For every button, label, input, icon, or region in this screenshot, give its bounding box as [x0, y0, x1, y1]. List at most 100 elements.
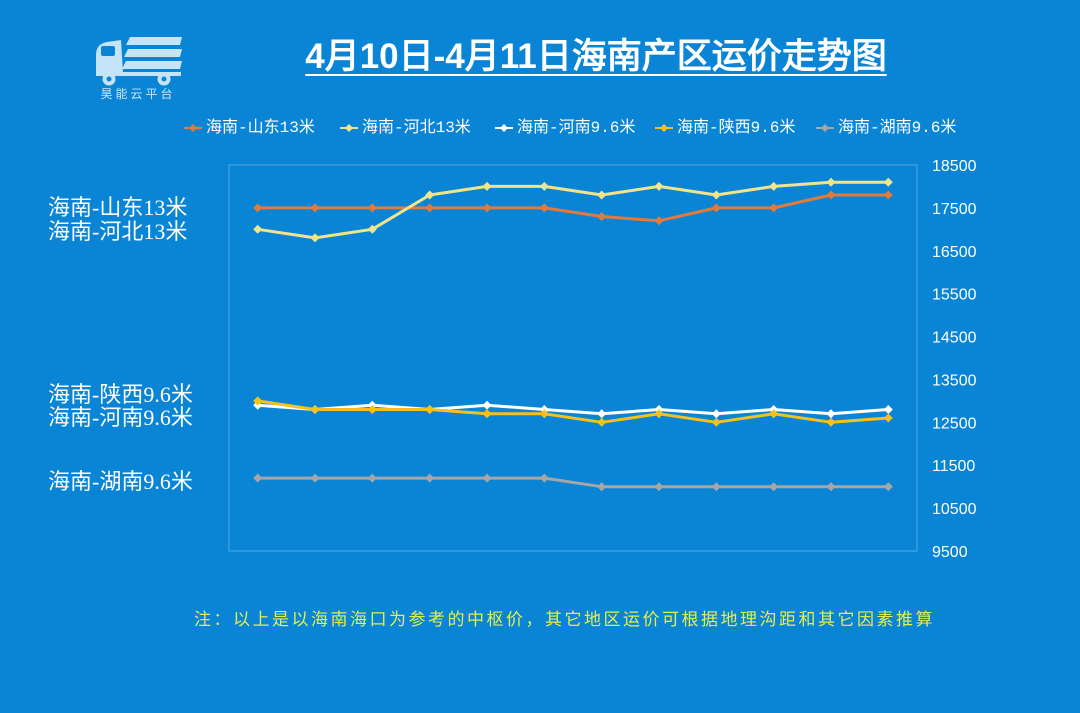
y-tick-label: 17500 [932, 201, 977, 218]
legend-marker-icon [655, 124, 673, 132]
series-annotation: 海南-湖南9.6米 [48, 469, 193, 494]
legend-diamond [345, 124, 353, 132]
data-point-marker [826, 190, 836, 200]
data-point-marker [310, 203, 320, 213]
series-group [253, 396, 893, 427]
data-point-marker [425, 473, 435, 483]
y-tick-label: 18500 [932, 158, 977, 175]
data-point-marker [711, 417, 721, 427]
legend-marker-icon [184, 124, 202, 132]
series-annotation: 海南-陕西9.6米 [48, 382, 193, 407]
data-point-marker [253, 473, 263, 483]
data-point-marker [654, 482, 664, 492]
y-tick-label: 12500 [932, 415, 977, 432]
data-point-marker [310, 405, 320, 414]
data-point-marker [883, 190, 893, 200]
data-point-marker [597, 409, 607, 419]
data-point-marker [769, 181, 779, 191]
legend-item: 海南-陕西9.6米 [655, 117, 795, 139]
brand-logo: 昊能云平台 [88, 30, 188, 110]
legend-diamond [500, 124, 508, 132]
legend-item: 海南-湖南9.6米 [816, 117, 956, 139]
data-point-marker [654, 216, 664, 226]
legend-label: 海南-陕西9.6米 [677, 119, 796, 137]
data-point-marker [253, 224, 263, 234]
data-point-marker [769, 482, 779, 492]
legend-marker-icon [495, 124, 513, 132]
y-tick-label: 11500 [932, 458, 975, 475]
legend-marker-icon [340, 124, 358, 132]
data-point-marker [253, 396, 263, 406]
series-line [256, 403, 890, 416]
data-point-marker [883, 413, 893, 423]
data-point-marker [883, 482, 893, 492]
legend-diamond [660, 124, 668, 132]
series-group [253, 190, 893, 226]
data-point-marker [711, 190, 721, 200]
y-axis: 18500 17500 16500 15500 14500 13500 12500 11500… [932, 158, 977, 561]
data-point-marker [654, 409, 664, 419]
legend-label: 海南-河南9.6米 [517, 119, 636, 137]
data-point-marker [883, 177, 893, 187]
legend-item: 海南-河南9.6米 [495, 117, 635, 139]
data-point-marker [367, 203, 377, 213]
data-point-marker [769, 405, 779, 414]
series-group [253, 400, 893, 419]
legend-item: 海南-河北13米 [340, 117, 471, 139]
data-point-marker [310, 233, 320, 243]
footnote: 注：以上是以海南海口为参考的中枢价，其它地区运价可根据地理沟距和其它因素推算 [194, 610, 935, 629]
y-tick-label: 10500 [932, 501, 977, 518]
data-point-marker [425, 405, 435, 414]
y-tick-label: 15500 [932, 287, 977, 304]
data-point-marker [539, 203, 549, 213]
data-point-marker [367, 224, 377, 234]
data-point-marker [711, 409, 721, 419]
data-point-marker [367, 405, 377, 414]
series-group [253, 177, 893, 243]
data-point-marker [654, 181, 664, 191]
data-point-marker [769, 203, 779, 213]
data-point-marker [310, 473, 320, 483]
data-point-marker [482, 400, 492, 410]
y-tick-label: 9500 [932, 544, 968, 561]
data-point-marker [597, 417, 607, 427]
series-line [256, 476, 890, 489]
logo-text: 昊能云平台 [100, 87, 176, 101]
plot-area [228, 164, 918, 552]
series-group [253, 473, 893, 492]
data-point-marker [253, 400, 263, 410]
series-line [256, 193, 890, 223]
data-point-marker [711, 482, 721, 492]
series-annotation: 海南-河南9.6米 [48, 405, 193, 430]
data-point-marker [425, 405, 435, 414]
data-point-marker [597, 190, 607, 200]
series-annotation: 海南-河北13米 [48, 219, 188, 244]
data-point-marker [711, 203, 721, 213]
data-point-marker [597, 482, 607, 492]
data-point-marker [539, 473, 549, 483]
data-point-marker [482, 181, 492, 191]
data-point-marker [539, 405, 549, 414]
legend-label: 海南-河北13米 [362, 119, 471, 137]
legend-item: 海南-山东13米 [184, 117, 315, 139]
data-point-marker [482, 473, 492, 483]
chart-title: 4月10日-4月11日海南产区运价走势图 [305, 37, 887, 76]
data-point-marker [425, 203, 435, 213]
data-point-marker [253, 203, 263, 213]
y-tick-label: 16500 [932, 244, 977, 261]
legend-diamond [189, 124, 197, 132]
legend-marker-icon [816, 124, 834, 132]
series-line [256, 180, 890, 240]
series-line [256, 399, 890, 424]
data-point-marker [425, 190, 435, 200]
data-point-marker [310, 405, 320, 414]
y-tick-label: 14500 [932, 330, 977, 347]
legend-label: 海南-山东13米 [206, 119, 315, 137]
data-point-marker [539, 409, 549, 419]
y-tick-label: 13500 [932, 372, 977, 389]
truck-icon [96, 37, 182, 86]
data-point-marker [482, 203, 492, 213]
data-point-marker [539, 181, 549, 191]
legend-diamond [821, 124, 829, 132]
data-point-marker [826, 409, 836, 419]
